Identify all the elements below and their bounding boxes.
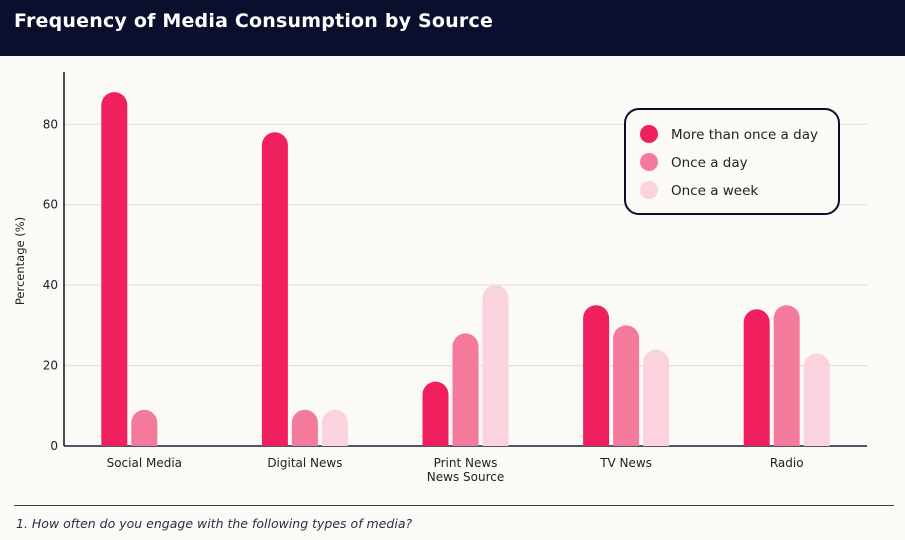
y-axis-label: Percentage (%)	[13, 217, 27, 305]
bar-once-a-day	[773, 305, 800, 446]
bar-chart: 0 20 40 60 80 Percentage (%) Social Media Digit…	[13, 72, 867, 484]
bar-once-a-week	[321, 409, 348, 446]
bar-more-than-once-a-day	[743, 309, 770, 446]
x-tick-label: Social Media	[107, 456, 182, 470]
legend-label: More than once a day	[671, 127, 818, 143]
footer-divider	[14, 505, 894, 506]
legend-swatch	[640, 153, 658, 171]
bar-once-a-week	[803, 353, 830, 446]
bar-more-than-once-a-day	[422, 381, 449, 446]
footnote: 1. How often do you engage with the foll…	[16, 516, 413, 531]
bar-once-a-day	[613, 325, 640, 446]
x-tick-label: Radio	[770, 456, 804, 470]
y-tick-label: 80	[43, 117, 58, 131]
bar-more-than-once-a-day	[583, 305, 610, 446]
header-bar: Frequency of Media Consumption by Source	[0, 0, 905, 56]
legend-swatch	[640, 181, 658, 199]
x-tick-label: Print News	[434, 456, 498, 470]
y-tick-label: 40	[43, 278, 58, 292]
x-tick-label: TV News	[599, 456, 652, 470]
bar-once-a-day	[452, 333, 479, 446]
bar-once-a-day	[131, 409, 158, 446]
legend-box	[624, 108, 840, 215]
bar-once-a-week	[643, 349, 670, 446]
x-tick-label: News Source	[427, 470, 504, 484]
y-tick-label: 20	[43, 359, 58, 373]
x-tick-label: Digital News	[267, 456, 342, 470]
legend-label: Once a week	[671, 183, 758, 199]
legend-swatch	[640, 125, 658, 143]
bar-more-than-once-a-day	[261, 132, 288, 446]
legend-label: Once a day	[671, 155, 748, 171]
bar-once-a-week	[482, 285, 509, 446]
chart-title: Frequency of Media Consumption by Source	[14, 10, 494, 32]
y-tick-label: 0	[50, 439, 58, 453]
bar-more-than-once-a-day	[101, 92, 128, 446]
bar-once-a-day	[291, 409, 318, 446]
y-tick-label: 60	[43, 198, 58, 212]
